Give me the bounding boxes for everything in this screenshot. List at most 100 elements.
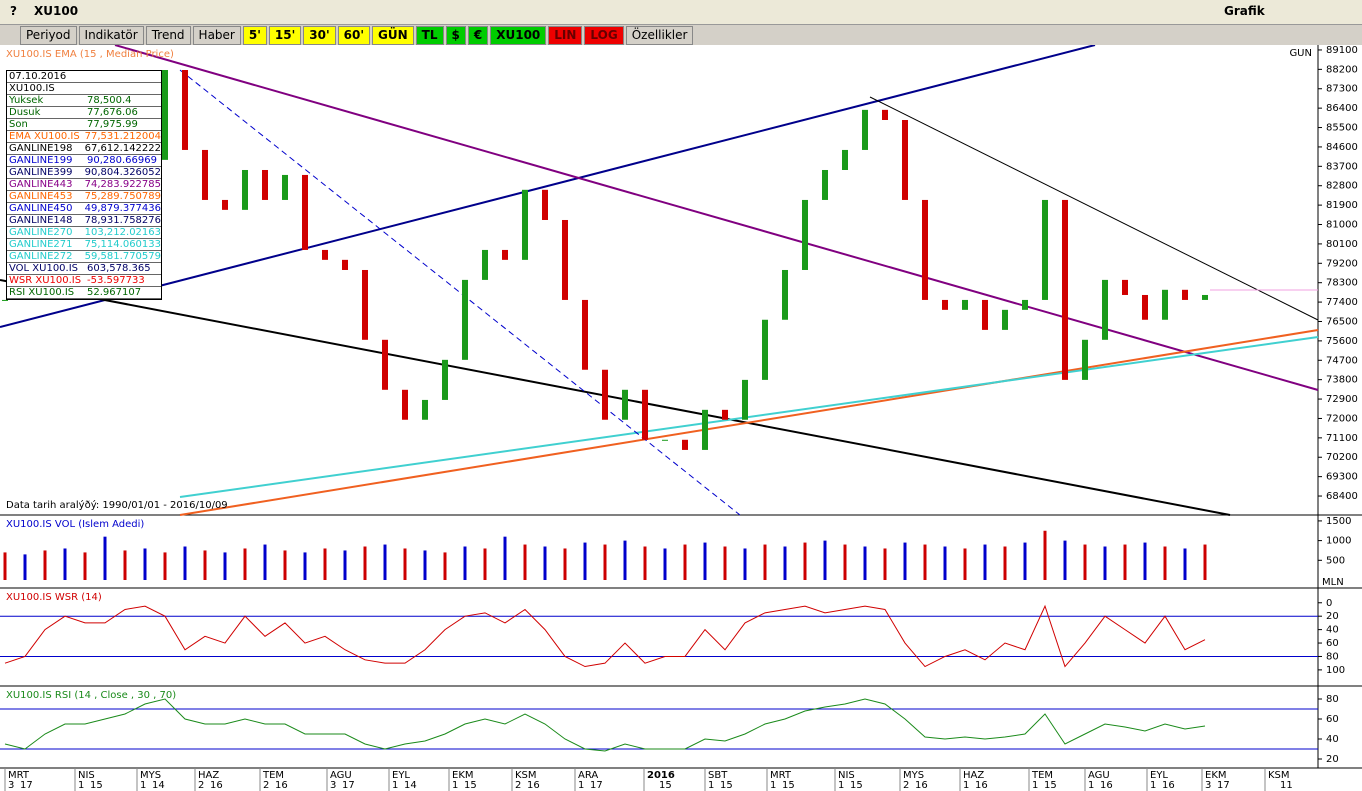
x-tick-label: AGU [330,770,352,781]
x-tick-label: NIS [78,770,95,781]
volume-bar [1003,546,1007,580]
x-day-label: 1 [838,780,844,791]
scale-button[interactable]: LIN [548,26,583,45]
volume-bar [283,550,287,580]
y-tick-label: 74700 [1326,355,1358,366]
y-tick-label: 0 [1326,598,1332,609]
date-range-note: Data tarih aralýðý: 1990/01/01 - 2016/10… [6,499,228,511]
candle [942,299,948,310]
info-label: GANLINE453 [9,191,73,202]
candle [542,189,548,220]
candle [242,169,248,210]
candle [362,269,368,340]
currency-button[interactable]: TL [415,26,444,45]
volume-bar [323,548,327,580]
info-row: GANLINE450 49,879.377436 [7,203,161,215]
period-button[interactable]: 30' [303,26,336,45]
volume-bar [303,552,307,580]
candle [1202,294,1208,300]
info-value: 90,804.326052 [84,167,161,178]
scale-button[interactable]: LOG [584,26,624,45]
candle [1022,299,1028,310]
x-week-label: 17 [342,780,355,791]
info-row: GANLINE270 103,212.02163 [7,227,161,239]
x-week-label: 16 [1162,780,1175,791]
y-tick-label: 40 [1326,734,1339,745]
currency-button[interactable]: $ [445,26,466,45]
x-week-label: 15 [659,780,672,791]
period-button[interactable]: GÜN [372,26,414,45]
candle [302,174,308,250]
volume-bar [1203,544,1207,580]
toolbar-button[interactable]: Indikatör [78,26,144,45]
candle [1182,289,1188,300]
x-day-label: 2 [903,780,909,791]
y-tick-label: 1500 [1326,516,1351,527]
volume-bar [983,544,987,580]
x-tick-label: 2016 [647,770,675,781]
options-button[interactable]: Özellikler [625,26,694,45]
x-day-label: 1 [1032,780,1038,791]
y-tick-label: 72900 [1326,394,1358,405]
x-day-label: 3 [330,780,336,791]
info-row: GANLINE271 75,114.060133 [7,239,161,251]
candle [982,299,988,330]
toolbar-button[interactable]: Periyod [20,26,77,45]
volume-bar [423,550,427,580]
x-tick-label: KSM [1268,770,1290,781]
y-tick-label: 80100 [1326,239,1358,250]
volume-bar [903,542,907,580]
volume-bar [1023,542,1027,580]
info-symbol: XU100.IS [7,83,161,95]
volume-bar [3,552,7,580]
x-tick-label: ARA [578,770,598,781]
help[interactable]: ? [10,4,17,18]
toolbar-button[interactable]: Haber [192,26,241,45]
volume-bar [1043,530,1047,580]
period-button[interactable]: 15' [268,26,302,45]
y-tick-label: 20 [1326,754,1339,765]
x-tick-label: EKM [452,770,474,781]
y-tick-label: 80 [1326,651,1339,662]
info-value: 78,500.4 [87,95,132,106]
candle [1062,199,1068,380]
candle [882,109,888,120]
indicator-line [4,604,1206,668]
volume-bar [683,544,687,580]
info-value: 75,114.060133 [84,239,161,250]
x-tick-label: KSM [515,770,537,781]
x-week-label: 15 [1044,780,1057,791]
x-day-label: 1 [708,780,714,791]
x-week-label: 11 [1280,780,1293,791]
period-button[interactable]: 5' [242,26,267,45]
candle [662,439,668,441]
price-title: XU100.IS EMA (15 , Median Price) [6,49,174,60]
info-value: 59,581.770579 [84,251,161,262]
candle [962,299,968,310]
volume-bar [543,546,547,580]
volume-bar [803,542,807,580]
info-label: GANLINE198 [9,143,73,154]
x-tick-label: MYS [903,770,924,781]
x-day-label: 1 [78,780,84,791]
info-row: GANLINE272 59,581.770579 [7,251,161,263]
currency-button[interactable]: XU100 [490,26,547,45]
volume-bar [383,544,387,580]
volume-bar [203,550,207,580]
x-week-label: 16 [275,780,288,791]
candle [1102,279,1108,340]
currency-button[interactable]: € [467,26,489,45]
x-week-label: 16 [915,780,928,791]
volume-bar [43,550,47,580]
y-tick-label: 73800 [1326,375,1358,386]
info-row: Dusuk 77,676.06 [7,107,161,119]
volume-bar [143,548,147,580]
period-button[interactable]: 60' [337,26,371,45]
toolbar-button[interactable]: Trend [145,26,191,45]
candle [462,279,468,360]
info-value: 77,975.99 [87,119,138,130]
info-row: GANLINE148 78,931.758276 [7,215,161,227]
volume-bar [103,536,107,580]
info-label: GANLINE450 [9,203,73,214]
info-value: 75,289.750789 [84,191,161,202]
